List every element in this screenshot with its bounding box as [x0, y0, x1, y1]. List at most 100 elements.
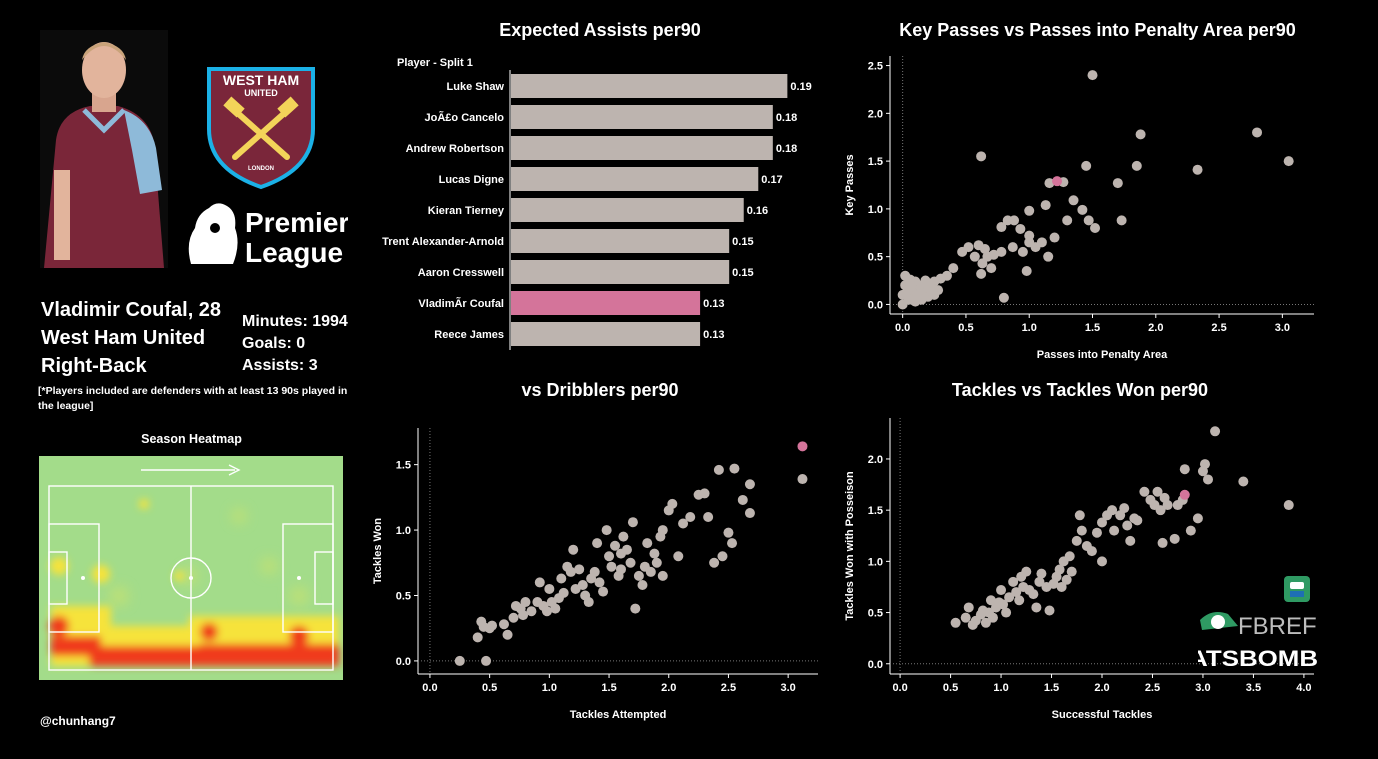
data-point: [615, 548, 626, 559]
xa-value-label: 0.19: [790, 81, 811, 93]
data-point: [1066, 566, 1077, 577]
player-minutes: Minutes: 1994: [242, 313, 348, 330]
xa-bar: [511, 105, 773, 129]
data-point: [713, 464, 724, 475]
x-tick-label: 1.0: [993, 682, 1008, 694]
xa-category-label: Luke Shaw: [447, 81, 505, 93]
crest-line-2: UNITED: [244, 88, 278, 98]
xa-bar: [511, 291, 701, 315]
data-point: [498, 619, 509, 630]
data-point: [1071, 535, 1082, 546]
data-point: [996, 585, 1007, 596]
highlighted-player-point: [1052, 176, 1063, 187]
data-point: [963, 602, 974, 613]
y-tick-label: 0.5: [868, 608, 883, 620]
data-point: [520, 597, 531, 608]
kp-scatter: 0.0 0.5 1.0 1.5 2.0 2.5 3.0 0.0 0.5 1.0 1.5 2.0 2.5 P…: [840, 48, 1330, 364]
y-tick-label: 1.0: [396, 525, 411, 537]
data-point: [565, 566, 576, 577]
data-point: [518, 610, 529, 621]
xa-value-label: 0.13: [703, 329, 724, 341]
data-point: [1122, 520, 1133, 531]
data-point: [1081, 160, 1092, 171]
data-point: [568, 544, 579, 555]
xa-category-label: Reece James: [434, 329, 504, 341]
data-point: [1179, 464, 1190, 475]
data-point: [1238, 476, 1249, 487]
data-point: [902, 285, 913, 296]
data-point: [1068, 195, 1079, 206]
xa-bar: [511, 74, 788, 98]
data-point: [541, 606, 552, 617]
xa-category-label: Andrew Robertson: [406, 143, 505, 155]
data-point: [594, 577, 605, 588]
tackles-chart-title: Tackles vs Tackles Won per90: [951, 380, 1209, 400]
x-tick-label: 0.0: [895, 322, 910, 334]
x-tick-label: 0.5: [958, 322, 973, 334]
data-point: [1155, 505, 1166, 516]
y-tick-label: 0.0: [868, 659, 883, 671]
x-tick-label: 3.0: [1275, 322, 1290, 334]
data-point: [645, 566, 656, 577]
data-point: [1021, 266, 1032, 276]
x-tick-label: 0.0: [892, 682, 907, 694]
data-point: [1015, 223, 1026, 234]
data-point: [472, 632, 483, 643]
x-tick-label: 0.5: [482, 682, 497, 694]
y-axis-label: Tackles Won: [372, 518, 384, 585]
player-info: Vladimir Coufal, 28 West Ham United Righ…: [41, 296, 221, 380]
data-point: [976, 268, 987, 279]
xa-bar: [511, 198, 744, 222]
footnote: [*Players included are defenders with at…: [38, 385, 348, 412]
data-point: [625, 557, 636, 568]
data-point: [699, 488, 710, 499]
x-tick-label: 2.0: [661, 682, 676, 694]
data-point: [1119, 503, 1130, 514]
data-point: [1192, 513, 1203, 524]
heatmap-title: Season Heatmap: [141, 432, 242, 446]
y-tick-label: 2.5: [868, 61, 883, 73]
data-point: [1199, 459, 1210, 470]
data-point: [1040, 200, 1051, 211]
data-point: [1008, 576, 1019, 587]
data-point: [1044, 605, 1055, 616]
data-point: [508, 612, 519, 623]
xa-bar: [511, 167, 759, 191]
xa-value-label: 0.17: [761, 174, 782, 186]
data-point: [574, 564, 585, 575]
data-point: [744, 479, 755, 490]
kp-chart-title: Key Passes vs Passes into Penalty Area p…: [899, 20, 1296, 40]
y-axis-label: Key Passes: [844, 154, 856, 215]
data-point: [929, 289, 940, 300]
data-point: [960, 612, 971, 623]
data-point: [1116, 215, 1127, 226]
y-tick-label: 2.0: [868, 454, 883, 466]
data-point: [1087, 70, 1098, 81]
data-point: [950, 617, 961, 628]
data-point: [717, 551, 728, 562]
data-point: [1162, 500, 1173, 511]
data-point: [969, 251, 980, 262]
player-position: Right-Back: [41, 355, 147, 377]
data-point: [1036, 568, 1047, 579]
highlighted-player-point: [1179, 489, 1190, 500]
data-point: [998, 292, 1009, 303]
data-point: [1112, 178, 1123, 189]
highlighted-player-point: [797, 441, 808, 452]
data-point: [1132, 515, 1143, 526]
data-point: [481, 655, 492, 666]
data-point: [642, 538, 653, 549]
x-tick-label: 2.5: [1211, 322, 1226, 334]
data-point: [618, 531, 629, 542]
data-point: [957, 246, 968, 257]
data-point: [1083, 215, 1094, 226]
x-axis-label: Tackles Attempted: [570, 709, 667, 721]
premier-league-logo: Premier League: [183, 198, 349, 270]
y-tick-label: 0.0: [396, 656, 411, 668]
data-point: [727, 538, 738, 549]
data-point: [797, 474, 808, 485]
xa-bar: [511, 260, 730, 284]
xa-category-label: Lucas Digne: [439, 174, 504, 186]
data-point: [1097, 517, 1107, 528]
data-point: [637, 580, 648, 591]
